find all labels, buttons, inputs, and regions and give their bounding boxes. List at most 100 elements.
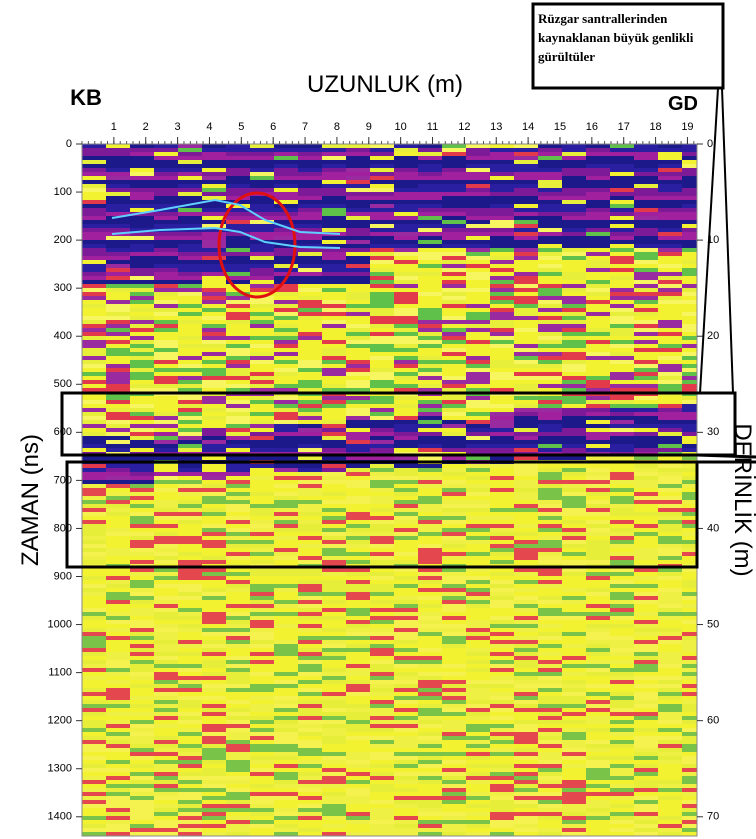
texture-cell	[106, 668, 131, 673]
y2-tick-label: 40	[707, 522, 719, 534]
texture-cell	[250, 712, 275, 717]
texture-cell	[154, 632, 179, 637]
texture-cell	[610, 264, 635, 269]
texture-cell	[130, 608, 155, 613]
texture-cell	[634, 724, 659, 729]
texture-cell	[490, 464, 515, 469]
texture-cell	[346, 456, 371, 461]
texture-cell	[178, 280, 203, 285]
texture-cell	[202, 644, 227, 649]
texture-cell	[82, 288, 107, 293]
texture-cell	[586, 228, 611, 233]
texture-cell	[562, 256, 587, 261]
texture-cell	[442, 668, 467, 673]
texture-cell	[274, 768, 299, 773]
texture-cell	[346, 688, 371, 693]
texture-cell	[394, 344, 419, 349]
texture-cell	[634, 456, 659, 461]
y-tick-label: 500	[54, 378, 72, 390]
texture-cell	[202, 812, 227, 817]
texture-cell	[514, 496, 539, 501]
texture-cell	[202, 512, 227, 517]
texture-cell	[394, 160, 419, 165]
texture-cell	[418, 516, 443, 521]
texture-cell	[490, 344, 515, 349]
texture-cell	[370, 208, 395, 213]
texture-cell	[370, 748, 395, 753]
texture-cell	[442, 212, 467, 217]
texture-cell	[634, 504, 659, 509]
texture-cell	[394, 480, 419, 485]
texture-cell	[586, 180, 611, 185]
texture-cell	[610, 472, 635, 477]
texture-cell	[106, 280, 131, 285]
texture-cell	[130, 496, 155, 501]
texture-cell	[370, 408, 395, 413]
texture-cell	[394, 672, 419, 677]
texture-cell	[682, 692, 698, 697]
texture-cell	[562, 344, 587, 349]
texture-cell	[538, 180, 563, 185]
texture-cell	[178, 404, 203, 409]
texture-cell	[514, 668, 539, 673]
texture-cell	[370, 440, 395, 445]
texture-cell	[490, 380, 515, 385]
texture-cell	[82, 624, 107, 629]
texture-cell	[322, 576, 347, 581]
texture-cell	[394, 636, 419, 641]
texture-cell	[298, 268, 323, 273]
texture-cell	[394, 420, 419, 425]
texture-cell	[130, 648, 155, 653]
texture-cell	[226, 620, 251, 625]
texture-cell	[154, 280, 179, 285]
texture-cell	[274, 236, 299, 241]
texture-cell	[130, 556, 155, 561]
texture-cell	[466, 608, 491, 613]
texture-cell	[466, 304, 491, 309]
texture-cell	[130, 260, 155, 265]
texture-cell	[658, 236, 683, 241]
texture-cell	[298, 804, 323, 809]
texture-cell	[610, 680, 635, 685]
texture-cell	[562, 320, 587, 325]
texture-cell	[298, 384, 323, 389]
texture-cell	[178, 788, 203, 793]
texture-cell	[130, 708, 155, 713]
texture-cell	[370, 232, 395, 237]
texture-cell	[562, 764, 587, 769]
texture-cell	[682, 592, 698, 597]
texture-cell	[682, 744, 698, 749]
texture-cell	[610, 352, 635, 357]
texture-cell	[442, 608, 467, 613]
texture-cell	[658, 532, 683, 537]
texture-cell	[250, 228, 275, 233]
texture-cell	[586, 636, 611, 641]
texture-cell	[586, 792, 611, 797]
texture-cell	[106, 660, 131, 665]
texture-cell	[514, 440, 539, 445]
texture-cell	[106, 320, 131, 325]
texture-cell	[634, 756, 659, 761]
texture-cell	[562, 736, 587, 741]
texture-cell	[418, 680, 443, 685]
y-tick-label: 1300	[48, 763, 72, 775]
texture-cell	[226, 168, 251, 173]
texture-cell	[346, 172, 371, 177]
texture-cell	[274, 648, 299, 653]
texture-cell	[370, 812, 395, 817]
texture-cell	[346, 512, 371, 517]
texture-cell	[514, 584, 539, 589]
texture-cell	[154, 176, 179, 181]
texture-cell	[442, 272, 467, 277]
texture-cell	[298, 456, 323, 461]
texture-cell	[586, 488, 611, 493]
texture-cell	[274, 188, 299, 193]
texture-cell	[202, 252, 227, 257]
texture-cell	[154, 760, 179, 765]
texture-cell	[610, 772, 635, 777]
overlays	[60, 2, 756, 569]
texture-cell	[130, 208, 155, 213]
texture-cell	[250, 148, 275, 153]
texture-cell	[130, 332, 155, 337]
texture-cell	[322, 652, 347, 657]
